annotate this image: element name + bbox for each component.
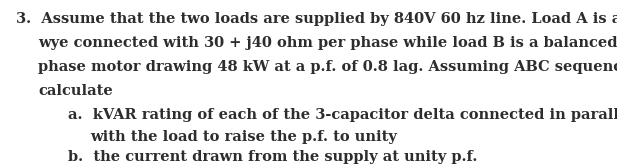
Text: b.  the current drawn from the supply at unity p.f.: b. the current drawn from the supply at … <box>68 150 478 164</box>
Text: wye connected with 30 + j40 ohm per phase while load B is a balanced 3-: wye connected with 30 + j40 ohm per phas… <box>38 36 617 50</box>
Text: with the load to raise the p.f. to unity: with the load to raise the p.f. to unity <box>90 130 397 144</box>
Text: phase motor drawing 48 kW at a p.f. of 0.8 lag. Assuming ABC sequence,: phase motor drawing 48 kW at a p.f. of 0… <box>38 60 617 74</box>
Text: 3.  Assume that the two loads are supplied by 840V 60 hz line. Load A is a: 3. Assume that the two loads are supplie… <box>16 12 617 26</box>
Text: a.  kVAR rating of each of the 3-capacitor delta connected in parallel: a. kVAR rating of each of the 3-capacito… <box>68 108 617 122</box>
Text: calculate: calculate <box>38 84 113 98</box>
